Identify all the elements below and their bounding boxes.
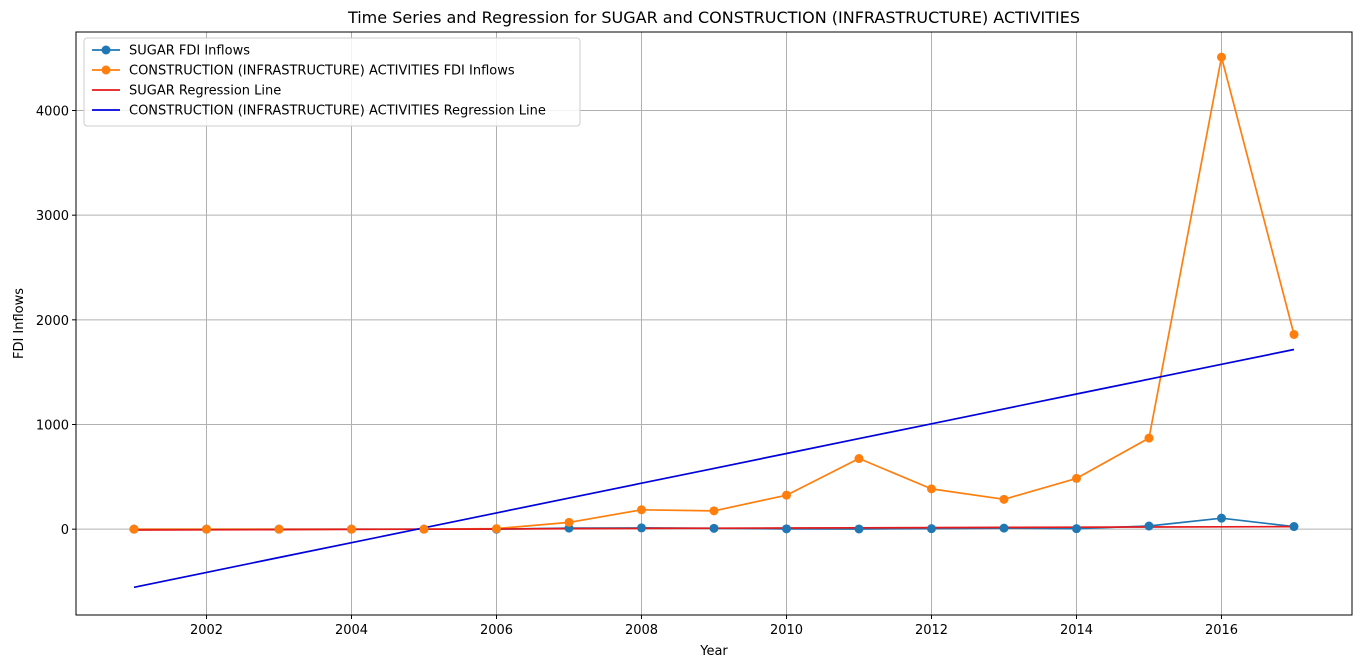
tick-layer: 2002 2004 2006 2008 2010 2012 2014 2016 0 1000 200… <box>36 105 1238 638</box>
data-point <box>782 490 791 500</box>
data-point <box>999 494 1009 504</box>
y-tick-label: 0 <box>61 523 69 538</box>
data-point <box>1144 433 1154 443</box>
data-point <box>129 524 139 534</box>
data-point <box>419 524 429 534</box>
series-line <box>134 56 1295 531</box>
legend: SUGAR FDI Inflows CONSTRUCTION (INFRASTRU… <box>83 37 581 127</box>
x-axis-label: Year <box>699 644 728 659</box>
data-point <box>854 524 864 534</box>
data-point <box>1217 513 1226 523</box>
series-layer <box>129 52 1299 589</box>
x-tick-label: 2010 <box>770 623 803 638</box>
legend-label: SUGAR FDI Inflows <box>129 44 250 59</box>
data-point <box>564 517 574 527</box>
data-point <box>637 523 646 533</box>
legend-box <box>83 37 581 127</box>
x-tick-label: 2002 <box>190 623 223 638</box>
data-point <box>1072 473 1081 483</box>
data-point <box>709 523 719 533</box>
data-point <box>1289 329 1299 339</box>
x-tick-label: 2008 <box>625 623 658 638</box>
data-point <box>274 524 284 534</box>
data-point <box>927 484 936 494</box>
x-tick-label: 2012 <box>915 623 948 638</box>
data-point <box>1144 521 1154 531</box>
series-line <box>133 348 1295 589</box>
x-tick-label: 2016 <box>1205 623 1238 638</box>
legend-marker <box>101 45 111 55</box>
x-tick-label: 2014 <box>1060 623 1093 638</box>
data-point <box>1289 522 1299 532</box>
y-axis-label: FDI Inflows <box>12 288 27 359</box>
legend-label: CONSTRUCTION (INFRASTRUCTURE) ACTIVITIES… <box>129 104 546 119</box>
y-tick-label: 4000 <box>36 105 69 120</box>
data-point <box>709 506 719 516</box>
data-point <box>927 524 936 534</box>
data-point <box>202 524 211 534</box>
y-tick-label: 2000 <box>36 314 69 329</box>
y-tick-label: 3000 <box>36 209 69 224</box>
data-point <box>1217 52 1226 62</box>
legend-label: CONSTRUCTION (INFRASTRUCTURE) ACTIVITIES… <box>129 64 515 79</box>
data-point <box>999 523 1009 533</box>
plot-area-frame <box>75 31 1353 616</box>
legend-marker <box>101 65 111 75</box>
x-tick-label: 2004 <box>335 623 368 638</box>
data-point <box>347 524 356 534</box>
chart-title: Time Series and Regression for SUGAR and… <box>347 8 1080 27</box>
data-point <box>782 524 791 534</box>
data-point <box>492 524 501 534</box>
data-point <box>637 505 646 515</box>
data-point <box>854 454 864 464</box>
legend-label: SUGAR Regression Line <box>129 84 281 99</box>
x-tick-label: 2006 <box>480 623 513 638</box>
data-point <box>1072 524 1081 534</box>
y-tick-label: 1000 <box>36 419 69 434</box>
